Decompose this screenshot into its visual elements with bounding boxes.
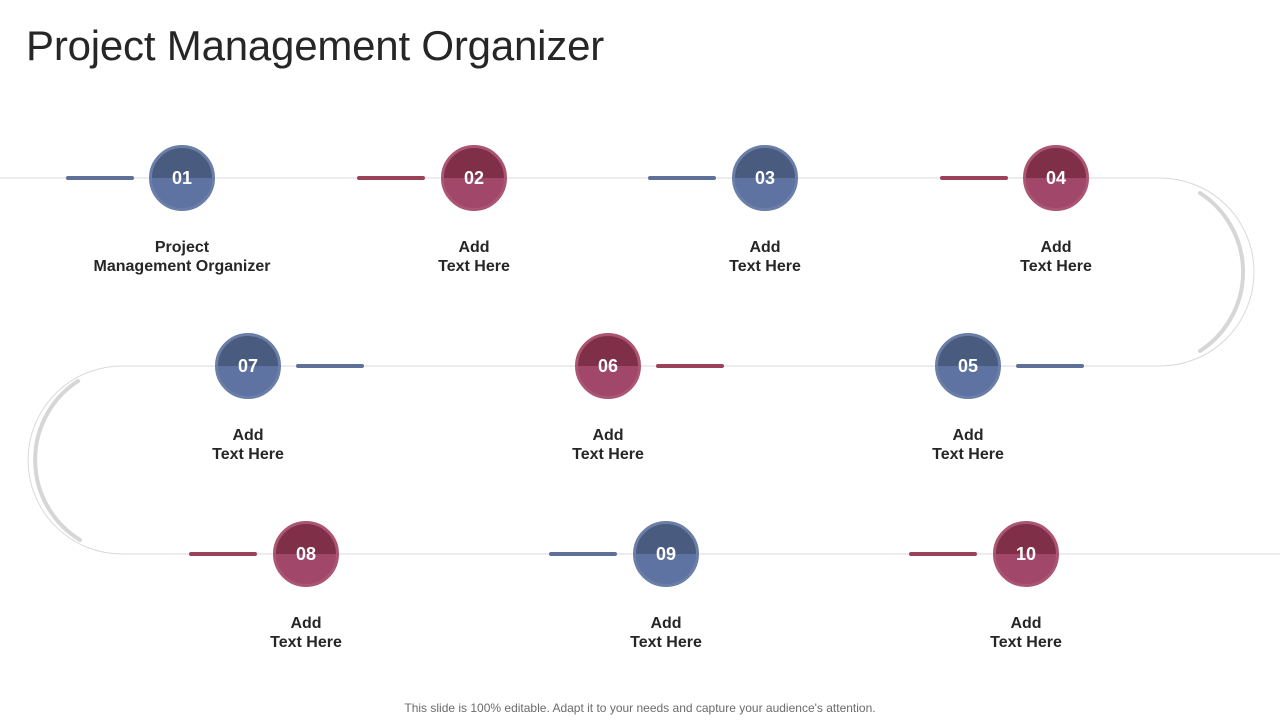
step-03-label: Add Text Here (655, 238, 875, 276)
step-02-number: 02 (463, 167, 485, 188)
step-02-circle: 02 (441, 145, 507, 211)
step-06-label-line1: Add (592, 427, 624, 444)
step-01-circle: 01 (149, 145, 215, 211)
step-01-dash (66, 176, 134, 180)
step-02-label: Add Text Here (364, 238, 584, 276)
step-04-label: Add Text Here (946, 238, 1166, 276)
step-09-number: 09 (655, 543, 677, 564)
step-07-dash (296, 364, 364, 368)
step-05-label: Add Text Here (858, 426, 1078, 464)
step-04-number: 04 (1045, 167, 1067, 188)
track-bend-left (27, 365, 123, 555)
step-05-dash (1016, 364, 1084, 368)
step-04-circle: 04 (1023, 145, 1089, 211)
step-10-label-line2: Text Here (990, 634, 1062, 651)
step-08-circle: 08 (273, 521, 339, 587)
step-01-label-line1: Project (154, 239, 210, 256)
step-08-number: 08 (295, 543, 317, 564)
track-bend-right (1159, 177, 1255, 367)
step-06-dash (656, 364, 724, 368)
track-bend-left-accent (33, 379, 82, 542)
step-02-label-line2: Text Here (438, 258, 510, 275)
step-09-circle: 09 (633, 521, 699, 587)
step-05-label-line2: Text Here (932, 446, 1004, 463)
step-07-label-line1: Add (232, 427, 264, 444)
step-01-label: Project Management Organizer (72, 238, 292, 276)
step-08-label-line2: Text Here (270, 634, 342, 651)
step-08-label: Add Text Here (196, 614, 416, 652)
step-10-circle: 10 (993, 521, 1059, 587)
step-10-label: Add Text Here (916, 614, 1136, 652)
step-08-dash (189, 552, 257, 556)
step-04-label-line1: Add (1040, 239, 1072, 256)
step-07-label-line2: Text Here (212, 446, 284, 463)
step-03-label-line1: Add (749, 239, 781, 256)
step-03-number: 03 (754, 167, 776, 188)
page-title: Project Management Organizer (26, 22, 605, 69)
footer-note: This slide is 100% editable. Adapt it to… (404, 701, 876, 715)
track-bend-right-accent (1198, 191, 1246, 353)
step-04-dash (940, 176, 1008, 180)
step-06-label: Add Text Here (498, 426, 718, 464)
step-05-number: 05 (957, 355, 979, 376)
step-04-label-line2: Text Here (1020, 258, 1092, 275)
step-09-label-line2: Text Here (630, 634, 702, 651)
step-09-dash (549, 552, 617, 556)
step-03-dash (648, 176, 716, 180)
step-01-number: 01 (171, 167, 193, 188)
step-05-circle: 05 (935, 333, 1001, 399)
step-06-number: 06 (597, 355, 619, 376)
step-07-label: Add Text Here (138, 426, 358, 464)
step-09-label: Add Text Here (556, 614, 776, 652)
step-02-label-line1: Add (458, 239, 490, 256)
step-10-dash (909, 552, 977, 556)
step-06-label-line2: Text Here (572, 446, 644, 463)
step-03-label-line2: Text Here (729, 258, 801, 275)
step-09-label-line1: Add (650, 615, 682, 632)
step-08-label-line1: Add (290, 615, 322, 632)
step-07-number: 07 (237, 355, 259, 376)
step-03-circle: 03 (732, 145, 798, 211)
step-02-dash (357, 176, 425, 180)
step-10-number: 10 (1015, 543, 1037, 564)
step-07-circle: 07 (215, 333, 281, 399)
step-01-label-line2: Management Organizer (93, 258, 271, 275)
step-10-label-line1: Add (1010, 615, 1042, 632)
step-05-label-line1: Add (952, 427, 984, 444)
step-06-circle: 06 (575, 333, 641, 399)
